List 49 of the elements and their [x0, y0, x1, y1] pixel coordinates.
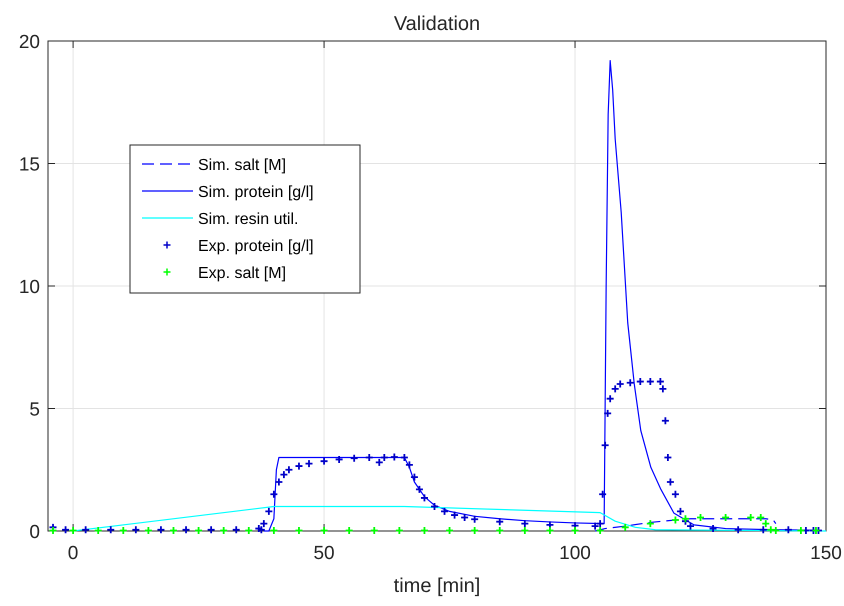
point — [696, 513, 705, 522]
point — [671, 516, 680, 524]
point — [420, 526, 429, 535]
legend-label: Sim. protein [g/l] — [198, 184, 314, 201]
y-tick-label: 0 — [29, 522, 40, 543]
x-tick-label: 100 — [559, 543, 591, 564]
legend-label: Sim. resin util. — [198, 211, 298, 228]
point — [344, 526, 354, 535]
point — [144, 526, 153, 535]
x-tick-label: 150 — [810, 543, 842, 564]
line-series — [594, 518, 776, 532]
y-tick-label: 15 — [18, 154, 40, 176]
point — [394, 526, 404, 535]
point — [94, 526, 103, 535]
point — [812, 526, 820, 535]
point — [219, 526, 228, 535]
legend-label: Exp. protein [g/l] — [198, 238, 314, 255]
point — [370, 526, 379, 535]
legend-label: Exp. salt [M] — [198, 265, 286, 282]
chart-title: Validation — [394, 13, 480, 35]
point — [546, 526, 554, 535]
point — [118, 526, 128, 535]
point — [570, 526, 580, 535]
point — [620, 522, 630, 532]
y-tick-label: 10 — [18, 277, 40, 298]
legend-label: Sim. salt [M] — [198, 157, 286, 174]
y-tick-label: 5 — [29, 400, 40, 420]
x-axis-title: time [min] — [394, 575, 480, 597]
point — [470, 526, 480, 535]
point — [169, 526, 178, 535]
point — [445, 526, 454, 535]
point — [646, 519, 655, 528]
point — [294, 526, 304, 535]
point — [48, 526, 58, 535]
point — [520, 526, 530, 535]
y-tick-label: 20 — [18, 32, 40, 53]
point — [796, 526, 806, 535]
point — [596, 526, 605, 535]
x-tick-label: 50 — [313, 543, 335, 564]
point — [681, 514, 690, 524]
x-tick-label: 0 — [68, 543, 78, 564]
point — [244, 526, 254, 535]
point — [194, 526, 203, 535]
point — [68, 526, 78, 535]
point — [320, 526, 328, 535]
point — [495, 526, 504, 535]
point — [721, 513, 730, 522]
point — [746, 513, 756, 522]
point — [269, 526, 278, 535]
